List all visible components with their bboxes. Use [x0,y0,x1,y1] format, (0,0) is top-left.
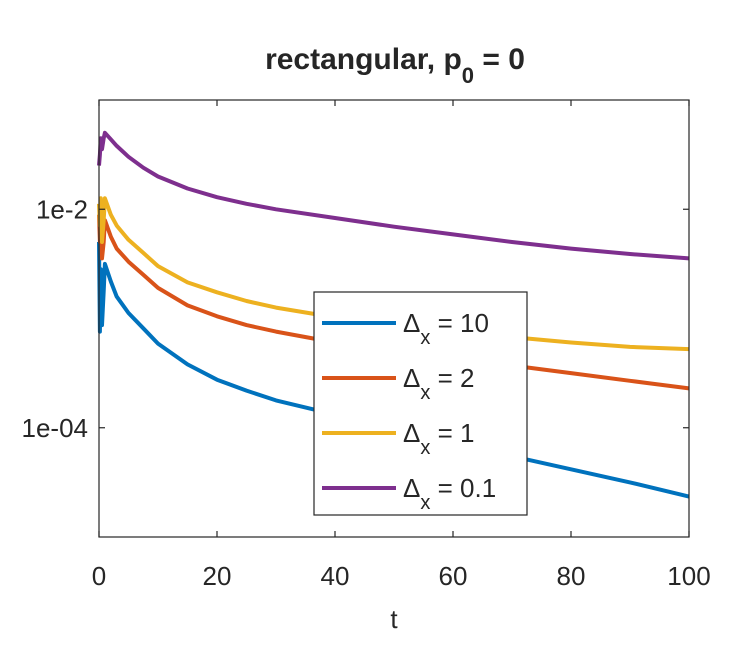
x-tick-label-0: 0 [92,561,106,591]
legend-box [313,291,528,516]
chart-title-subscript: 0 [462,63,474,88]
x-tick-label-2: 40 [321,561,350,591]
x-tick-label-5: 100 [667,561,710,591]
axes-box [98,99,690,538]
y-axis-ticks: 1e-2 1e-04 [22,194,689,443]
x-tick-label-4: 80 [557,561,586,591]
chart-title-tail: = 0 [474,43,525,76]
legend: Δx = 10 Δx = 2 Δx = 1 Δx = 0.1 [313,291,528,516]
legend-label-1: Δx = 2 [403,363,474,404]
y-tick-label-1: 1e-04 [22,413,89,443]
x-tick-label-1: 20 [203,561,232,591]
x-axis-ticks: 0 20 40 60 80 100 [92,100,711,591]
series-line-3 [97,130,690,261]
y-tick-label-0: 1e-2 [36,194,88,224]
chart-title: rectangular, p0 = 0 [265,43,525,88]
x-tick-label-3: 60 [439,561,468,591]
x-axis-label: t [390,604,398,634]
legend-label-0: Δx = 10 [403,308,489,349]
legend-label-2: Δx = 1 [403,418,474,459]
chart-title-main: rectangular, p [265,43,462,76]
legend-label-3: Δx = 0.1 [403,473,496,514]
